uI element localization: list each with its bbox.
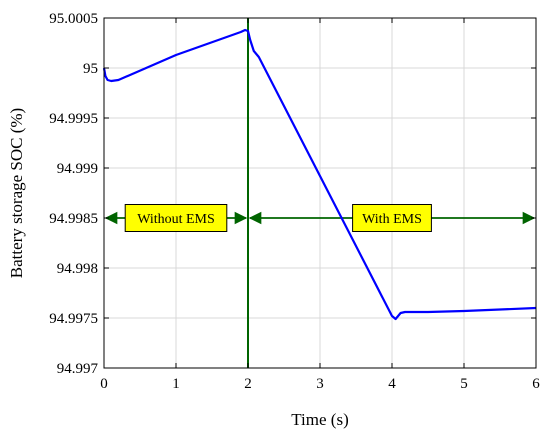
grid [104, 18, 536, 368]
y-tick-label: 94.9985 [49, 211, 98, 227]
x-tick-label: 0 [100, 376, 108, 392]
x-tick-label: 3 [316, 376, 324, 392]
series-line-0 [102, 28, 537, 321]
x-tick-label: 6 [532, 376, 540, 392]
x-tick-label: 4 [388, 376, 396, 392]
y-tick-label: 94.998 [57, 261, 98, 277]
y-tick-label: 95.0005 [49, 11, 98, 27]
with-ems-label: With EMS [362, 212, 422, 227]
y-tick-label: 94.9995 [49, 111, 98, 127]
y-tick-label: 95 [83, 61, 98, 77]
y-tick-label: 94.999 [57, 161, 98, 177]
without-ems-label: Without EMS [137, 212, 215, 227]
y-tick-label: 94.9975 [49, 311, 98, 327]
with-ems-box [352, 204, 432, 232]
without-ems-box [124, 204, 228, 232]
annotations: Without EMS With EMS [104, 18, 536, 368]
x-tick-label: 1 [172, 376, 180, 392]
x-tick-label: 5 [460, 376, 468, 392]
x-tick-label: 2 [244, 376, 252, 392]
y-tick-label: 94.997 [57, 361, 99, 377]
axes-ticks: 0 1 2 3 4 5 6 94.997 94.9975 94.998 94.9985 94.999 9… [49, 11, 540, 392]
y-axis-title: Battery storage SOC (%) [7, 108, 26, 278]
x-axis-title: Time (s) [291, 410, 348, 429]
series-layer [102, 28, 537, 321]
